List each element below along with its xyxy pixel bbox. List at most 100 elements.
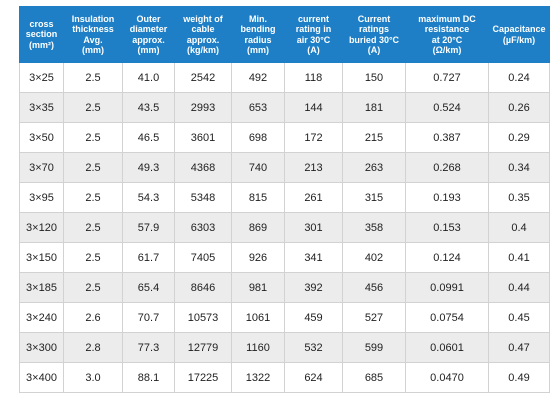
- table-cell: 392: [284, 272, 343, 303]
- header-line: maximum DC: [418, 13, 476, 24]
- header-line: Min.: [249, 13, 267, 24]
- table-cell: 599: [342, 332, 406, 363]
- table-cell: 3×300: [19, 332, 64, 363]
- table-cell: 5348: [174, 182, 232, 213]
- header-line: air 30°C: [296, 34, 331, 45]
- table-cell: 0.0470: [405, 362, 489, 393]
- table-cell: 144: [284, 92, 343, 123]
- table-row: 3×95 2.5 54.3 5348 815 261 315 0.193 0.35: [19, 182, 550, 213]
- table-cell: 54.3: [122, 182, 175, 213]
- header-line: bending: [240, 24, 276, 34]
- cross-section-header: cross section (mm²): [19, 6, 64, 63]
- table-cell: 315: [342, 182, 406, 213]
- table-cell: 3×400: [19, 362, 64, 393]
- table-cell: 0.524: [405, 92, 489, 123]
- table-cell: 459: [284, 302, 343, 333]
- table-cell: 77.3: [122, 332, 175, 363]
- table-cell: 926: [231, 242, 285, 273]
- table-cell: 12779: [174, 332, 232, 363]
- table-cell: 3601: [174, 122, 232, 153]
- table-cell: 213: [284, 152, 343, 183]
- table-row: 3×35 2.5 43.5 2993 653 144 181 0.524 0.26: [19, 92, 550, 123]
- table-cell: 0.34: [488, 152, 550, 183]
- table-cell: 0.24: [488, 62, 550, 93]
- header-line: weight of: [183, 13, 223, 24]
- table-body: 3×25 2.5 41.0 2542 492 118 150 0.727 0.24 3×35 2.5…: [19, 62, 550, 393]
- table-cell: 7405: [174, 242, 232, 273]
- header-line: current: [297, 13, 329, 24]
- table-cell: 981: [231, 272, 285, 303]
- table-row: 3×400 3.0 88.1 17225 1322 624 685 0.0470 0.49: [19, 362, 550, 393]
- table-cell: 0.29: [488, 122, 550, 153]
- dc-resistance-header: maximum DC resistance at 20°C (Ω/km): [405, 6, 489, 63]
- header-line: Current: [357, 13, 391, 24]
- table-cell: 4368: [174, 152, 232, 183]
- table-cell: 3×150: [19, 242, 64, 273]
- table-cell: 3×120: [19, 212, 64, 243]
- table-row: 3×50 2.5 46.5 3601 698 172 215 0.387 0.29: [19, 122, 550, 153]
- table-cell: 492: [231, 62, 285, 93]
- insulation-thickness-header: Insulation thickness Avg. (mm): [63, 6, 123, 63]
- table-cell: 57.9: [122, 212, 175, 243]
- table-cell: 0.44: [488, 272, 550, 303]
- table-cell: 0.268: [405, 152, 489, 183]
- table-cell: 0.0754: [405, 302, 489, 333]
- table-cell: 0.26: [488, 92, 550, 123]
- table-cell: 46.5: [122, 122, 175, 153]
- table-cell: 527: [342, 302, 406, 333]
- header-line: ratings: [358, 24, 389, 34]
- header-line: (mm): [247, 45, 269, 55]
- table-cell: 0.727: [405, 62, 489, 93]
- header-line: (µF/km): [502, 34, 536, 45]
- current-rating-buried-header: Current ratings buried 30°C (A): [342, 6, 406, 63]
- table-cell: 0.124: [405, 242, 489, 273]
- table-row: 3×70 2.5 49.3 4368 740 213 263 0.268 0.34: [19, 152, 550, 183]
- table-cell: 6303: [174, 212, 232, 243]
- table-cell: 2.6: [63, 302, 123, 333]
- table-row: 3×300 2.8 77.3 12779 1160 532 599 0.0601 0.47: [19, 332, 550, 363]
- header-line: buried 30°C: [348, 34, 400, 45]
- cable-spec-table-container: cross section (mm²) Insulation thickness Avg.…: [19, 6, 550, 393]
- table-row: 3×240 2.6 70.7 10573 1061 459 527 0.0754 0.45: [19, 302, 550, 333]
- table-cell: 118: [284, 62, 343, 93]
- table-cell: 0.49: [488, 362, 550, 393]
- header-line: (kg/km): [186, 45, 219, 55]
- header-line: Capacitance: [492, 24, 546, 34]
- table-cell: 624: [284, 362, 343, 393]
- table-cell: 10573: [174, 302, 232, 333]
- table-cell: 41.0: [122, 62, 175, 93]
- table-cell: 0.153: [405, 212, 489, 243]
- table-cell: 3×240: [19, 302, 64, 333]
- table-cell: 88.1: [122, 362, 175, 393]
- table-cell: 3×95: [19, 182, 64, 213]
- table-cell: 3×50: [19, 122, 64, 153]
- header-line: at 20°C: [431, 34, 463, 45]
- table-cell: 49.3: [122, 152, 175, 183]
- current-rating-air-header: current rating in air 30°C (A): [284, 6, 343, 63]
- table-cell: 0.4: [488, 212, 550, 243]
- table-cell: 0.45: [488, 302, 550, 333]
- header-line: approx.: [186, 34, 220, 45]
- header-line: (Ω/km): [432, 45, 462, 55]
- table-row: 3×150 2.5 61.7 7405 926 341 402 0.124 0.41: [19, 242, 550, 273]
- table-cell: 1160: [231, 332, 285, 363]
- table-cell: 0.41: [488, 242, 550, 273]
- header-line: diameter: [129, 24, 168, 34]
- table-cell: 0.0991: [405, 272, 489, 303]
- table-cell: 8646: [174, 272, 232, 303]
- table-cell: 172: [284, 122, 343, 153]
- header-line: cable: [191, 24, 215, 34]
- table-cell: 3×70: [19, 152, 64, 183]
- table-cell: 698: [231, 122, 285, 153]
- table-cell: 2.5: [63, 62, 123, 93]
- header-line: cross: [29, 18, 54, 29]
- header-line: Insulation: [71, 13, 115, 24]
- table-cell: 0.193: [405, 182, 489, 213]
- cable-weight-header: weight of cable approx. (kg/km): [174, 6, 232, 63]
- table-header-row: cross section (mm²) Insulation thickness Avg.…: [19, 6, 550, 63]
- table-cell: 150: [342, 62, 406, 93]
- table-row: 3×185 2.5 65.4 8646 981 392 456 0.0991 0.44: [19, 272, 550, 303]
- table-cell: 2.5: [63, 152, 123, 183]
- header-line: rating in: [295, 24, 332, 34]
- table-cell: 65.4: [122, 272, 175, 303]
